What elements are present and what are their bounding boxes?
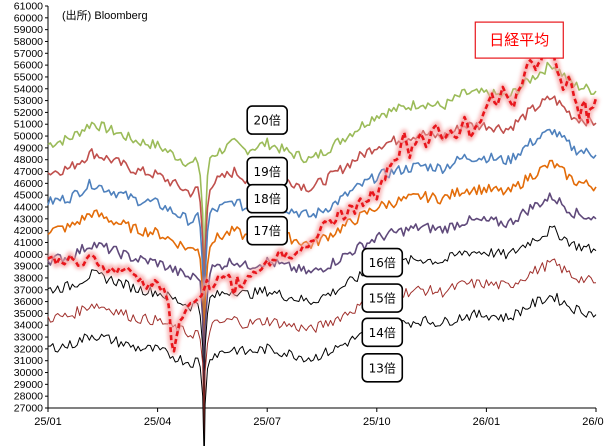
band-label-text: 20倍 xyxy=(254,113,281,128)
nikkei-title-text: 日経平均 xyxy=(489,31,549,49)
y-tick-label: 35000 xyxy=(14,308,43,320)
y-tick-label: 42000 xyxy=(14,225,43,237)
band-label-x18: 18倍 xyxy=(246,183,288,214)
series-line-x13 xyxy=(48,292,597,446)
label-layer: 20倍 19倍 18倍 17倍 16倍 15倍 14倍 13倍 日経平均 xyxy=(246,21,564,383)
y-tick-label: 36000 xyxy=(14,296,43,308)
nikkei-title-label: 日経平均 xyxy=(474,21,564,59)
y-tick-label: 31000 xyxy=(14,355,43,367)
y-tick-label: 34000 xyxy=(14,320,43,332)
band-label-x19: 19倍 xyxy=(246,156,288,187)
y-tick-label: 32000 xyxy=(14,343,43,355)
axes: 2700028000290003000031000320003300034000… xyxy=(14,1,604,429)
x-tick-label: 25/04 xyxy=(144,416,172,428)
series-line-x16 xyxy=(47,192,597,401)
y-tick-label: 55000 xyxy=(14,71,43,83)
series-layer xyxy=(46,36,600,446)
band-label-x13: 13倍 xyxy=(361,352,404,383)
series-line-x18 xyxy=(47,128,597,362)
band-label-x14: 14倍 xyxy=(361,317,404,348)
series-line-x14 xyxy=(47,258,597,437)
y-tick-label: 33000 xyxy=(14,332,43,344)
band-label-text: 18倍 xyxy=(254,191,281,206)
x-tick-label: 26/01 xyxy=(473,416,501,428)
y-tick-label: 30000 xyxy=(14,367,43,379)
band-label-text: 14倍 xyxy=(369,325,396,340)
y-tick-label: 29000 xyxy=(14,379,43,391)
band-label-text: 15倍 xyxy=(369,291,396,306)
y-tick-label: 61000 xyxy=(14,1,43,13)
band-label-x20: 20倍 xyxy=(246,105,288,135)
y-tick-label: 60000 xyxy=(14,12,43,24)
band-label-text: 19倍 xyxy=(254,164,281,179)
y-tick-label: 46000 xyxy=(14,178,43,190)
y-tick-label: 40000 xyxy=(14,249,43,261)
y-tick-label: 53000 xyxy=(14,95,43,107)
band-label-x17: 17倍 xyxy=(246,215,288,246)
x-tick-label: 25/07 xyxy=(253,416,281,428)
band-label-text: 16倍 xyxy=(369,255,396,270)
y-tick-label: 37000 xyxy=(14,284,43,296)
x-tick-label: 25/01 xyxy=(34,416,62,428)
y-tick-label: 28000 xyxy=(14,391,43,403)
band-label-box xyxy=(361,317,404,348)
y-tick-label: 51000 xyxy=(14,119,43,131)
x-tick-label: 26/04 xyxy=(582,416,604,428)
y-tick-label: 47000 xyxy=(14,166,43,178)
band-label-box xyxy=(246,105,288,135)
y-tick-label: 57000 xyxy=(14,48,43,60)
y-tick-label: 54000 xyxy=(14,83,43,95)
y-tick-label: 45000 xyxy=(14,190,43,202)
y-tick-label: 38000 xyxy=(14,272,43,284)
y-tick-label: 44000 xyxy=(14,202,43,214)
series-line-x17 xyxy=(47,159,597,379)
band-label-x16: 16倍 xyxy=(361,247,404,278)
y-tick-label: 39000 xyxy=(14,261,43,273)
source-label: (出所) Bloomberg xyxy=(62,8,148,22)
band-label-box xyxy=(361,283,404,313)
y-tick-label: 58000 xyxy=(14,36,43,48)
y-tick-label: 49000 xyxy=(14,142,43,154)
band-label-text: 17倍 xyxy=(254,223,281,238)
series-line-x19 xyxy=(47,95,597,339)
nikkei-title-box xyxy=(474,21,564,59)
y-tick-label: 48000 xyxy=(14,154,43,166)
y-tick-label: 59000 xyxy=(14,24,43,36)
series-line-nikkei xyxy=(47,38,598,353)
y-tick-label: 41000 xyxy=(14,237,43,249)
band-label-box xyxy=(246,183,288,214)
y-tick-label: 56000 xyxy=(14,60,43,72)
band-label-text: 13倍 xyxy=(369,360,396,375)
series-line-x15 xyxy=(47,225,597,417)
band-label-box xyxy=(361,247,404,278)
band-label-box xyxy=(361,352,404,383)
y-tick-label: 50000 xyxy=(14,131,43,143)
x-tick-label: 25/10 xyxy=(363,416,391,428)
band-label-box xyxy=(246,215,288,246)
y-tick-label: 43000 xyxy=(14,213,43,225)
y-tick-label: 27000 xyxy=(14,403,43,415)
band-label-x15: 15倍 xyxy=(361,283,404,313)
y-tick-label: 52000 xyxy=(14,107,43,119)
